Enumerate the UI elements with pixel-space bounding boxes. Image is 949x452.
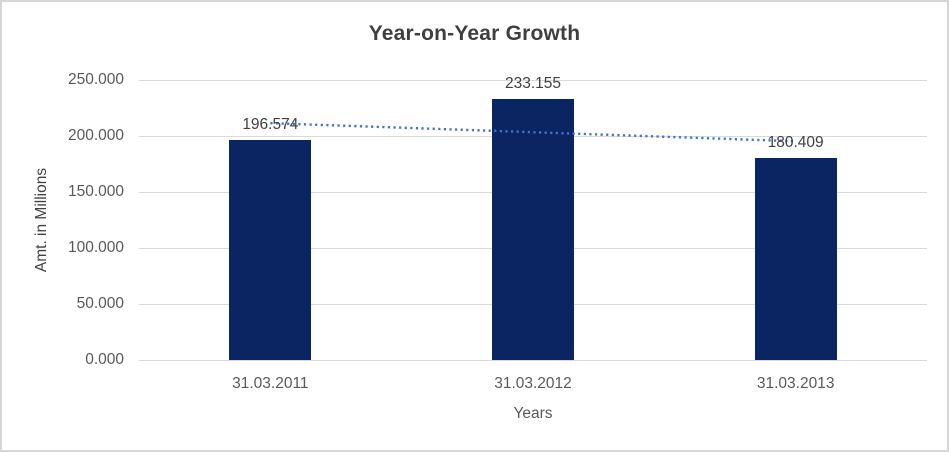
y-tick-label: 150.000: [67, 183, 124, 200]
bar-value-label: 233.155: [504, 74, 562, 92]
y-tick-label: 100.000: [67, 239, 124, 256]
x-tick-label: 31.03.2013: [756, 375, 835, 392]
y-tick-label: 200.000: [67, 127, 124, 144]
bar-value-label: 180.409: [767, 133, 824, 151]
y-tick-label: 50.000: [76, 295, 124, 312]
x-axis-title: Years: [513, 405, 553, 422]
y-tick-label: 250.000: [67, 71, 124, 88]
gridline: [139, 79, 927, 81]
x-axis-category-labels: 31.03.2011 31.03.2012 31.03.2013: [139, 374, 927, 394]
plot-area: 196.574 233.155 180.409: [139, 75, 927, 361]
x-tick-label: 31.03.2011: [232, 375, 309, 392]
y-tick-label: 0.000: [85, 351, 124, 368]
bar-value-label: 196.574: [242, 115, 299, 133]
trendline: [270, 121, 796, 143]
chart-title: Year-on-Year Growth: [368, 22, 581, 45]
gridline: [139, 359, 927, 361]
bar: [229, 139, 312, 360]
bar: [492, 98, 574, 360]
bar: [754, 157, 837, 360]
x-tick-label: 31.03.2012: [494, 375, 572, 392]
